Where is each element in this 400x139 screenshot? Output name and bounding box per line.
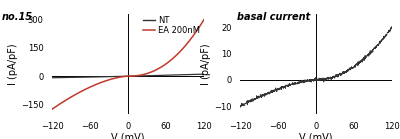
Legend: NT, EA 200nM: NT, EA 200nM [143,16,200,35]
Y-axis label: I (pA/pF): I (pA/pF) [201,43,211,85]
X-axis label: V (mV): V (mV) [111,133,145,139]
Text: no.15: no.15 [2,12,33,22]
Y-axis label: I (pA/pF): I (pA/pF) [8,43,18,85]
X-axis label: V (mV): V (mV) [299,133,333,139]
Text: basal current: basal current [237,12,310,22]
